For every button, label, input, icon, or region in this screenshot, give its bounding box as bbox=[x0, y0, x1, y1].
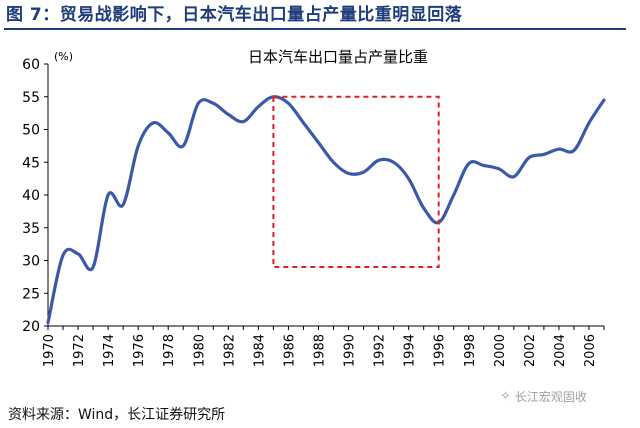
y-tick-label: 40 bbox=[22, 188, 40, 204]
x-tick-label: 1990 bbox=[343, 334, 358, 367]
chart-axes bbox=[44, 63, 605, 330]
series-layer bbox=[46, 95, 606, 325]
annotation-layer: 日本汽车出口量占产量比重 bbox=[248, 48, 440, 269]
x-tick-label: 2000 bbox=[493, 334, 508, 367]
y-unit-label: (%) bbox=[54, 50, 73, 63]
y-tick-label: 25 bbox=[22, 286, 40, 302]
x-tick-label: 1988 bbox=[312, 334, 327, 367]
y-tick-label: 45 bbox=[22, 155, 40, 171]
x-tick-label: 1976 bbox=[132, 334, 147, 367]
x-tick-label: 1980 bbox=[192, 334, 207, 367]
chart-title: 日本汽车出口量占产量比重 bbox=[248, 48, 428, 66]
x-tick-label: 1996 bbox=[433, 334, 448, 367]
x-tick-label: 1982 bbox=[222, 334, 237, 367]
y-tick-label: 60 bbox=[22, 57, 40, 73]
figure-title: 图 7：贸易战影响下，日本汽车出口量占产量比重明显回落 bbox=[6, 5, 463, 25]
watermark-text: 长江宏观固收 bbox=[514, 390, 587, 404]
x-tick-label: 1992 bbox=[373, 334, 388, 367]
y-tick-label: 20 bbox=[22, 319, 40, 335]
x-tick-label: 2004 bbox=[553, 334, 568, 367]
y-tick-label: 55 bbox=[22, 90, 40, 106]
x-tick-label: 1984 bbox=[252, 334, 267, 367]
x-tick-label: 1978 bbox=[162, 334, 177, 367]
x-tick-label: 2006 bbox=[583, 334, 598, 367]
series-line-0 bbox=[46, 95, 606, 325]
y-tick-label: 50 bbox=[22, 123, 40, 139]
watermark: ✧ 长江宏观固收 bbox=[500, 388, 587, 405]
x-tick-label: 1998 bbox=[463, 334, 478, 367]
x-tick-label: 1994 bbox=[403, 334, 418, 367]
y-tick-label: 30 bbox=[22, 254, 40, 270]
x-tick-label: 1986 bbox=[282, 334, 297, 367]
source-note: 资料来源：Wind，长江证券研究所 bbox=[8, 407, 226, 423]
x-tick-labels: 1970 1972 1974 1976 1978 1980 1982 1984 1986 1988… bbox=[42, 334, 598, 367]
x-tick-label: 1970 bbox=[42, 334, 57, 367]
title-divider bbox=[4, 28, 626, 30]
y-tick-labels: 20 25 30 35 40 45 50 55 60 (%) bbox=[22, 50, 73, 335]
highlight-box bbox=[272, 95, 440, 269]
x-tick-label: 1972 bbox=[72, 334, 87, 367]
x-tick-label: 2002 bbox=[523, 334, 538, 367]
x-tick-label: 1974 bbox=[102, 334, 117, 367]
y-tick-label: 35 bbox=[22, 221, 40, 237]
wechat-icon: ✧ bbox=[500, 389, 511, 404]
